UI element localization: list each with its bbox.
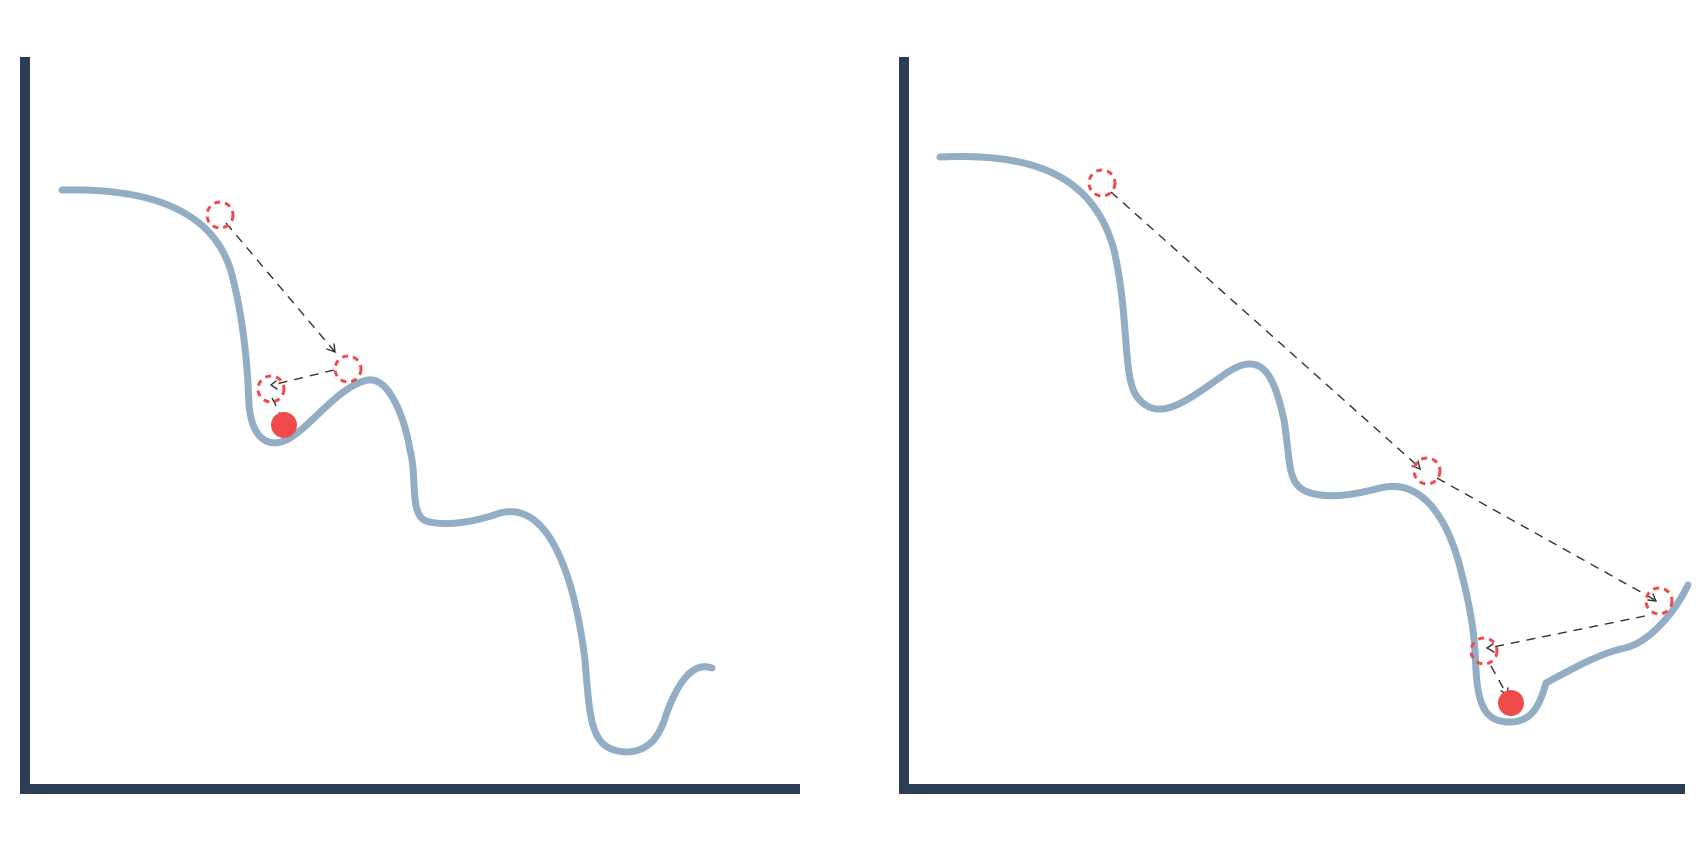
left-ghost-ball-3 [256, 374, 286, 404]
right-ball-positions [1087, 168, 1674, 716]
right-ghost-ball-4 [1469, 636, 1499, 666]
right-loss-curve [936, 152, 1692, 726]
right-axes [899, 57, 1685, 794]
right-optimizer-steps [1110, 191, 1658, 696]
left-step-1 [225, 222, 336, 353]
right-ghost-ball-2 [1412, 456, 1442, 486]
left-ball [271, 412, 297, 438]
left-ball-positions [205, 200, 363, 438]
left-step-1-arrowhead [326, 343, 336, 354]
left-panel [20, 57, 800, 794]
left-step-2-arrowhead [269, 380, 278, 390]
right-ghost-ball-3 [1644, 586, 1674, 616]
left-axes [20, 57, 800, 794]
right-ghost-ball-1 [1087, 168, 1117, 198]
right-step-3-arrowhead [1485, 643, 1495, 653]
right-ball [1498, 690, 1524, 716]
left-ghost-ball-2 [333, 354, 363, 384]
right-step-1 [1110, 191, 1421, 469]
right-step-2 [1436, 477, 1656, 601]
left-loss-curve [58, 186, 716, 756]
left-ghost-ball-1 [205, 200, 235, 230]
right-step-4 [1490, 665, 1507, 694]
right-step-2-arrowhead [1647, 593, 1658, 602]
left-step-2 [271, 369, 335, 386]
right-step-3 [1487, 615, 1646, 649]
right-panel [899, 57, 1692, 794]
